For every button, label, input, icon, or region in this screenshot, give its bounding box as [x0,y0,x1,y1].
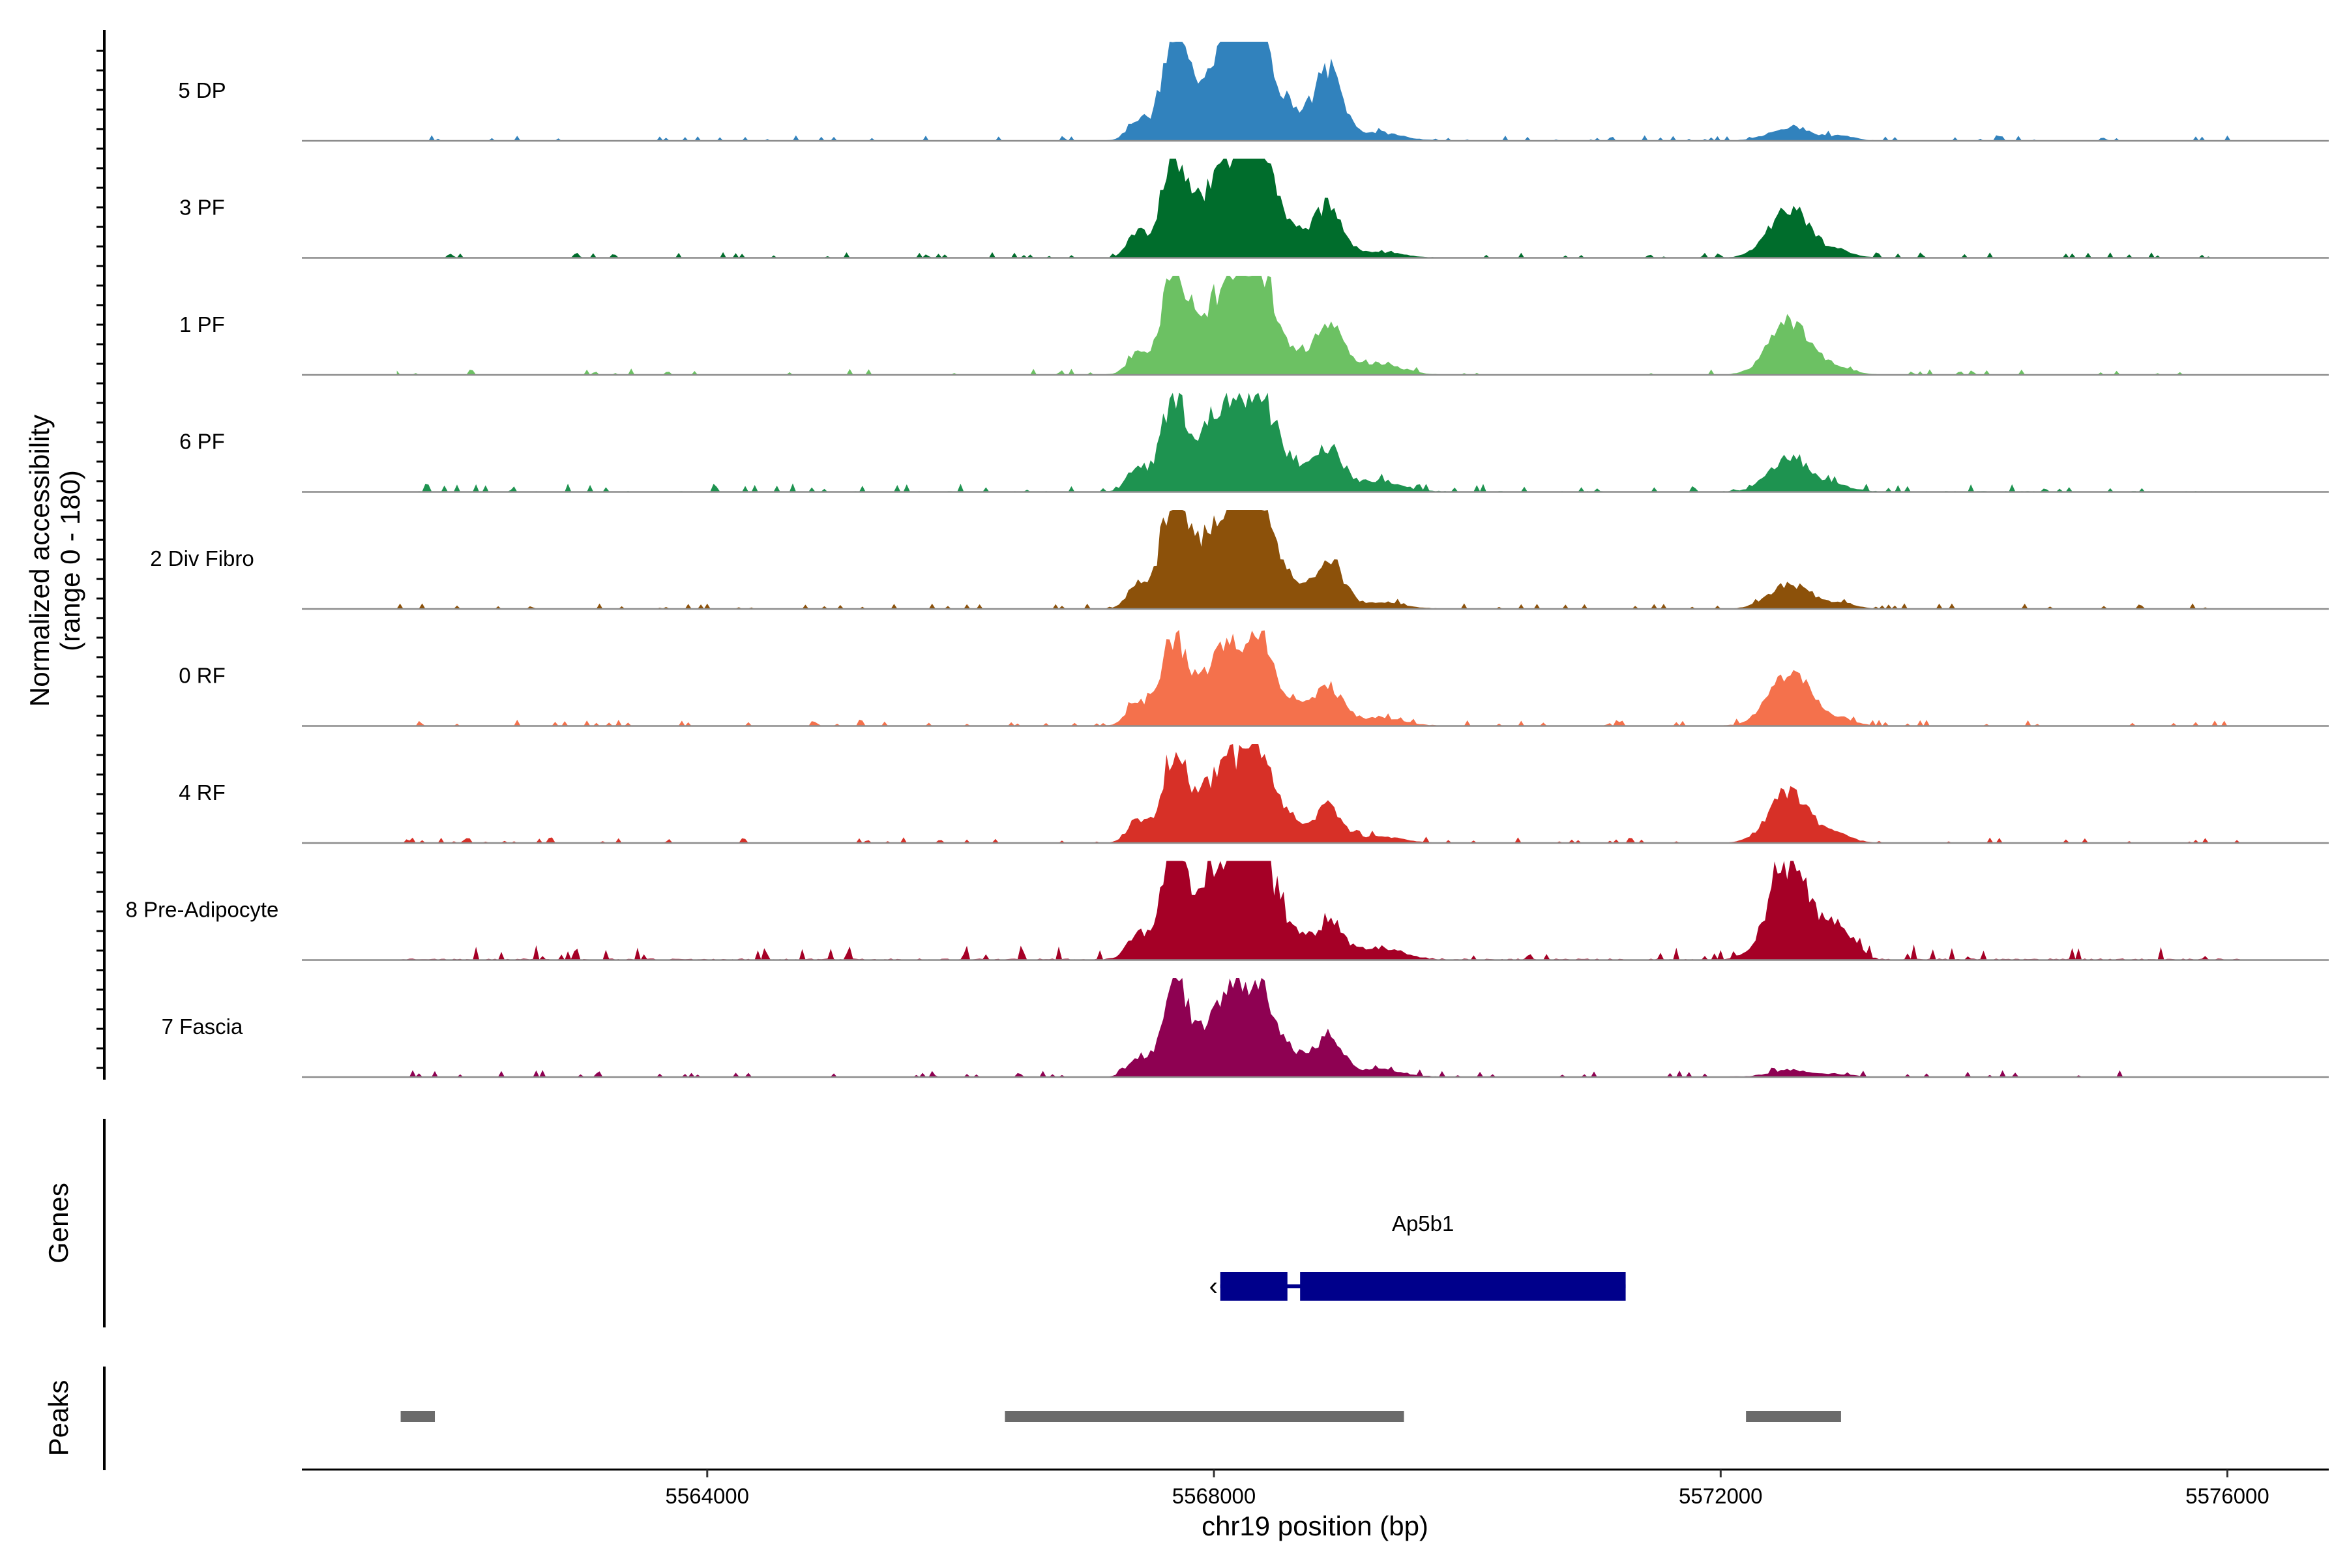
track-label: 8 Pre-Adipocyte [126,898,279,922]
peak-region [400,1411,435,1422]
gene-annotations: ‹ Ap5b1 [1209,1211,1626,1301]
x-tick-label: 5572000 [1679,1484,1762,1508]
coverage-area [396,510,2241,609]
peak-region [1005,1411,1404,1422]
gene-ap5b1: ‹ Ap5b1 [1209,1211,1626,1301]
peak-region [1746,1411,1841,1422]
track-3-pf: 3 PF [179,158,2329,259]
coverage-area [396,630,2241,726]
coverage-area [396,42,2241,141]
x-tick-label: 5564000 [666,1484,749,1508]
track-6-pf: 6 PF [179,392,2329,493]
track-1-pf: 1 PF [179,276,2329,376]
genes-panel-label: Genes [43,1183,74,1264]
track-label: 2 Div Fibro [150,546,254,570]
coverage-y-axis-label: Normalized accessibility [24,415,55,707]
track-8-pre-adipocyte: 8 Pre-Adipocyte [126,861,2329,961]
track-label: 7 Fascia [162,1014,243,1039]
coverage-area [396,276,2241,375]
x-tick-label: 5568000 [1172,1484,1256,1508]
peaks-panel-label: Peaks [43,1380,74,1457]
coverage-y-axis-range-label: (range 0 - 180) [55,470,85,651]
x-axis-ticks: 5564000 5568000 5572000 5576000 [666,1470,2269,1508]
gene-strand-marker: ‹ [1209,1272,1217,1301]
gene-exon [1300,1272,1626,1301]
track-label: 6 PF [179,430,225,454]
x-axis-title: chr19 position (bp) [1202,1511,1428,1541]
track-label: 1 PF [179,312,225,336]
track-7-fascia: 7 Fascia [162,978,2329,1078]
gene-label: Ap5b1 [1392,1211,1454,1235]
coverage-area [396,392,2241,492]
x-tick-label: 5576000 [2185,1484,2269,1508]
track-2-div-fibro: 2 Div Fibro [150,510,2329,610]
coverage-area [396,861,2241,960]
track-label: 3 PF [179,196,225,220]
track-5-dp: 5 DP [178,42,2329,142]
peak-annotations [400,1411,1841,1422]
track-4-rf: 4 RF [179,744,2329,844]
coverage-y-axis [96,30,106,1080]
coverage-area [396,978,2241,1077]
track-0-rf: 0 RF [179,630,2329,727]
track-label: 5 DP [178,78,226,102]
coverage-tracks: 5 DP 3 PF 1 PF 6 PF 2 Div Fibro 0 RF 4 RF 8 Pre… [126,42,2329,1078]
coverage-area [396,158,2241,258]
track-label: 4 RF [179,780,226,805]
coverage-area [396,744,2241,843]
gene-exon [1220,1272,1288,1301]
track-label: 0 RF [179,664,226,688]
